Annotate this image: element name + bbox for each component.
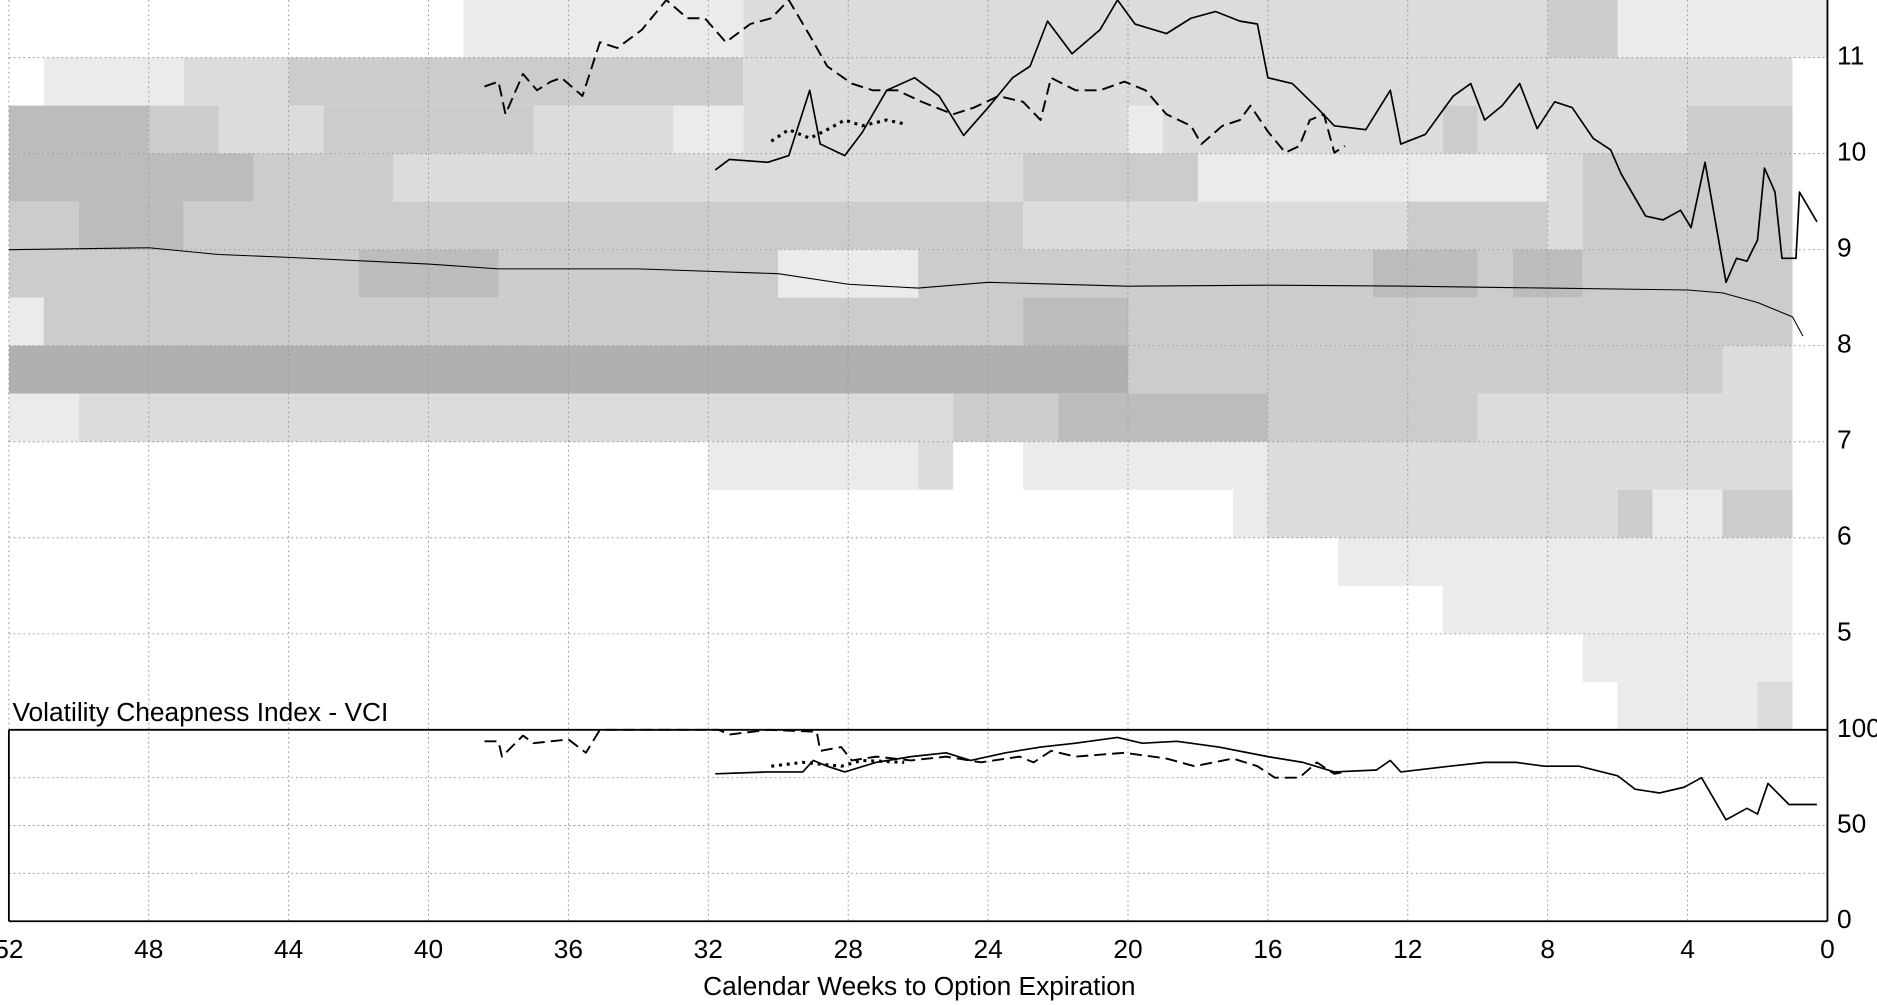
heat-cell xyxy=(8,393,79,442)
heat-cell xyxy=(1477,393,1793,442)
y-tick-label: 6 xyxy=(1837,521,1852,551)
heat-cell xyxy=(253,153,394,202)
y-tick-label: 10 xyxy=(1837,137,1866,167)
heat-cell xyxy=(1023,153,1198,202)
heat-cell xyxy=(1547,0,1618,58)
heat-cell xyxy=(1127,297,1793,346)
heat-cell xyxy=(183,201,1024,250)
heat-cell xyxy=(43,57,184,106)
heat-cell xyxy=(1757,681,1793,730)
y-tick-label: 11 xyxy=(1837,41,1864,71)
heat-cell xyxy=(288,57,744,106)
x-tick-label: 24 xyxy=(973,934,1002,964)
heat-cell xyxy=(1023,297,1128,346)
series-line-dashed xyxy=(484,0,1346,154)
series-line-dashed xyxy=(484,728,1346,779)
x-tick-label: 8 xyxy=(1540,934,1555,964)
heat-cell xyxy=(218,105,324,154)
heat-cell xyxy=(148,105,219,154)
heat-cell xyxy=(1372,249,1478,298)
heat-cell xyxy=(78,201,184,250)
heat-cell xyxy=(1058,393,1268,442)
x-tick-label: 44 xyxy=(274,934,303,964)
heat-cell xyxy=(8,153,254,202)
heat-cell xyxy=(78,393,954,442)
x-tick-label: 40 xyxy=(414,934,443,964)
heat-cell xyxy=(953,393,1059,442)
y-tick-label: 7 xyxy=(1837,425,1852,455)
x-tick-label: 36 xyxy=(554,934,583,964)
series-line-dotted xyxy=(771,758,905,768)
y-tick-label: 5 xyxy=(1837,617,1852,647)
heat-cell xyxy=(1267,441,1793,490)
series-line-thin xyxy=(8,247,1804,337)
heat-cell xyxy=(498,249,779,298)
heatmap-layer xyxy=(8,0,1828,730)
heat-cell xyxy=(1407,201,1548,250)
series-line-solid xyxy=(714,0,1818,284)
heat-cell xyxy=(1127,345,1723,394)
x-axis-label: Calendar Weeks to Option Expiration xyxy=(703,971,1135,1001)
frame-layer xyxy=(7,0,1829,923)
heat-cell xyxy=(1442,105,1478,154)
y-tick-label: 9 xyxy=(1837,233,1852,263)
heat-cell xyxy=(1547,153,1583,202)
heat-cell xyxy=(463,0,744,58)
heat-cell xyxy=(743,0,1548,58)
line-layer xyxy=(8,0,1818,821)
heat-cell xyxy=(1722,345,1793,394)
heat-cell xyxy=(1337,537,1793,586)
y-tick-label: 50 xyxy=(1837,808,1866,838)
heat-cell xyxy=(708,441,919,490)
y-tick-label: 0 xyxy=(1837,904,1852,934)
heat-cell xyxy=(43,297,1024,346)
y-tick-label: 8 xyxy=(1837,329,1852,359)
heat-cell xyxy=(533,105,674,154)
heat-cell xyxy=(743,105,1128,154)
heat-cell xyxy=(1687,105,1793,154)
x-tick-label: 4 xyxy=(1680,934,1695,964)
heat-cell xyxy=(918,441,954,490)
heat-cell xyxy=(1232,489,1268,538)
heat-cell xyxy=(1617,681,1758,730)
heat-cell xyxy=(1442,585,1793,634)
heat-cell xyxy=(1197,153,1548,202)
heat-cell xyxy=(1267,393,1478,442)
heat-cell xyxy=(1127,105,1163,154)
heat-cell xyxy=(1547,201,1583,250)
x-tick-label: 48 xyxy=(134,934,163,964)
x-tick-label: 20 xyxy=(1113,934,1142,964)
heat-cell xyxy=(8,249,359,298)
heat-cell xyxy=(1617,489,1653,538)
heat-cell xyxy=(1023,441,1268,490)
heat-cell xyxy=(1023,201,1408,250)
y-tick-label: 100 xyxy=(1837,713,1877,743)
heat-cell xyxy=(8,297,44,346)
heat-cell xyxy=(1582,633,1793,682)
x-tick-label: 28 xyxy=(834,934,863,964)
heat-cell xyxy=(183,57,289,106)
heat-cell xyxy=(8,201,79,250)
x-tick-label: 0 xyxy=(1820,934,1835,964)
series-line-solid xyxy=(715,736,1817,821)
heat-cell xyxy=(1477,249,1513,298)
heat-cell xyxy=(1267,489,1618,538)
heat-cell xyxy=(1722,489,1793,538)
x-tick-label: 32 xyxy=(694,934,723,964)
heat-cell xyxy=(1162,105,1443,154)
x-tick-label: 16 xyxy=(1253,934,1282,964)
heat-cell xyxy=(1477,105,1688,154)
x-tick-label: 52 xyxy=(0,934,24,964)
heat-cell xyxy=(8,105,149,154)
panel-title: Volatility Cheapness Index - VCI xyxy=(12,697,388,727)
text-layer: Volatility Cheapness Index - VCI Calenda… xyxy=(0,41,1877,1002)
x-tick-label: 12 xyxy=(1393,934,1422,964)
heat-cell xyxy=(918,249,1373,298)
series-line-dotted xyxy=(770,118,905,143)
heat-cell xyxy=(1617,0,1828,58)
